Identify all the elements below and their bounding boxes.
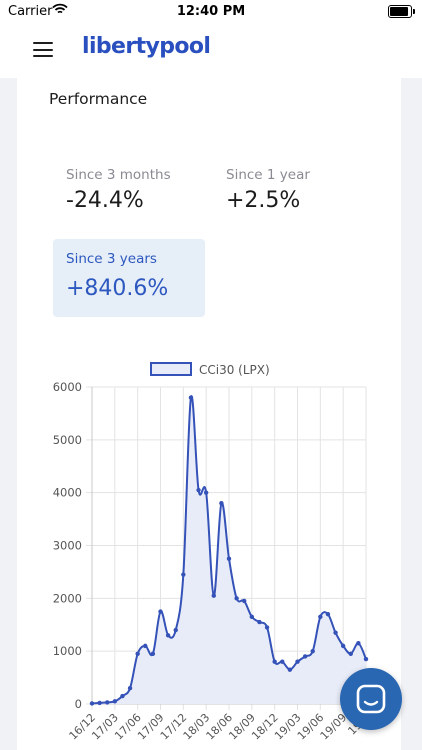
data-point (105, 700, 110, 705)
data-point (264, 625, 270, 630)
stat-since-3-months[interactable]: Since 3 months -24.4% (66, 167, 171, 213)
performance-line-chart: 010002000300040005000600016/1217/0317/06… (53, 362, 372, 743)
y-tick-label: 2000 (53, 591, 82, 605)
chat-button[interactable] (340, 668, 402, 730)
data-point (302, 654, 308, 659)
y-tick-label: 3000 (53, 539, 82, 553)
data-point (143, 643, 148, 649)
data-point (242, 598, 247, 604)
y-tick-label: 0 (75, 697, 82, 711)
data-point (120, 693, 125, 699)
data-point (348, 651, 353, 657)
data-point (127, 685, 133, 691)
data-point (181, 572, 186, 577)
section-title: Performance (49, 90, 148, 108)
performance-card: Performance Since 3 months -24.4% Since … (17, 78, 401, 750)
data-point (280, 659, 285, 664)
data-point (333, 630, 338, 635)
app-logo[interactable]: libertypool (82, 34, 211, 59)
stat-label: Since 3 months (66, 167, 171, 183)
data-point (287, 667, 293, 672)
hamburger-menu-icon[interactable] (33, 42, 53, 58)
data-point (310, 648, 315, 654)
clock: 12:40 PM (176, 4, 246, 19)
y-tick-label: 6000 (53, 380, 82, 394)
data-point (249, 614, 255, 620)
carrier-label: Carrier (8, 4, 53, 19)
y-tick-label: 5000 (53, 433, 82, 447)
wifi-icon (52, 3, 68, 19)
data-point (158, 609, 163, 614)
data-point (165, 633, 171, 638)
data-point (234, 596, 239, 601)
stat-value: -24.4% (66, 188, 144, 213)
data-point (203, 490, 209, 495)
stat-since-1-year[interactable]: Since 1 year +2.5% (226, 167, 310, 213)
stat-label: Since 1 year (226, 167, 310, 183)
stat-value: +2.5% (226, 188, 301, 213)
data-point (150, 651, 156, 657)
data-point (325, 611, 331, 617)
y-tick-label: 4000 (53, 486, 82, 500)
data-point (173, 627, 178, 633)
data-point (363, 656, 369, 662)
stat-since-3-years[interactable]: Since 3 years +840.6% (53, 239, 205, 317)
data-point (226, 556, 232, 561)
chat-bubble-icon (356, 684, 386, 714)
series-area (92, 396, 366, 704)
data-point (219, 501, 224, 506)
data-point (196, 487, 201, 493)
data-point (211, 593, 216, 598)
data-point (257, 619, 262, 625)
data-point (112, 699, 118, 704)
data-point (135, 651, 140, 657)
data-point (318, 614, 323, 620)
status-bar: Carrier 12:40 PM (0, 0, 422, 24)
battery-icon (388, 5, 415, 18)
stat-label: Since 3 years (66, 251, 157, 267)
data-point (188, 395, 194, 400)
data-point (295, 659, 300, 664)
y-tick-label: 1000 (53, 644, 82, 658)
data-point (340, 643, 346, 649)
legend-label: CCi30 (LPX) (199, 363, 270, 377)
legend-swatch (150, 362, 192, 376)
stat-value: +840.6% (66, 276, 169, 301)
data-point (272, 659, 277, 664)
data-point (89, 701, 95, 706)
data-point (97, 700, 102, 706)
app-header: libertypool (0, 24, 422, 78)
data-point (356, 641, 361, 646)
